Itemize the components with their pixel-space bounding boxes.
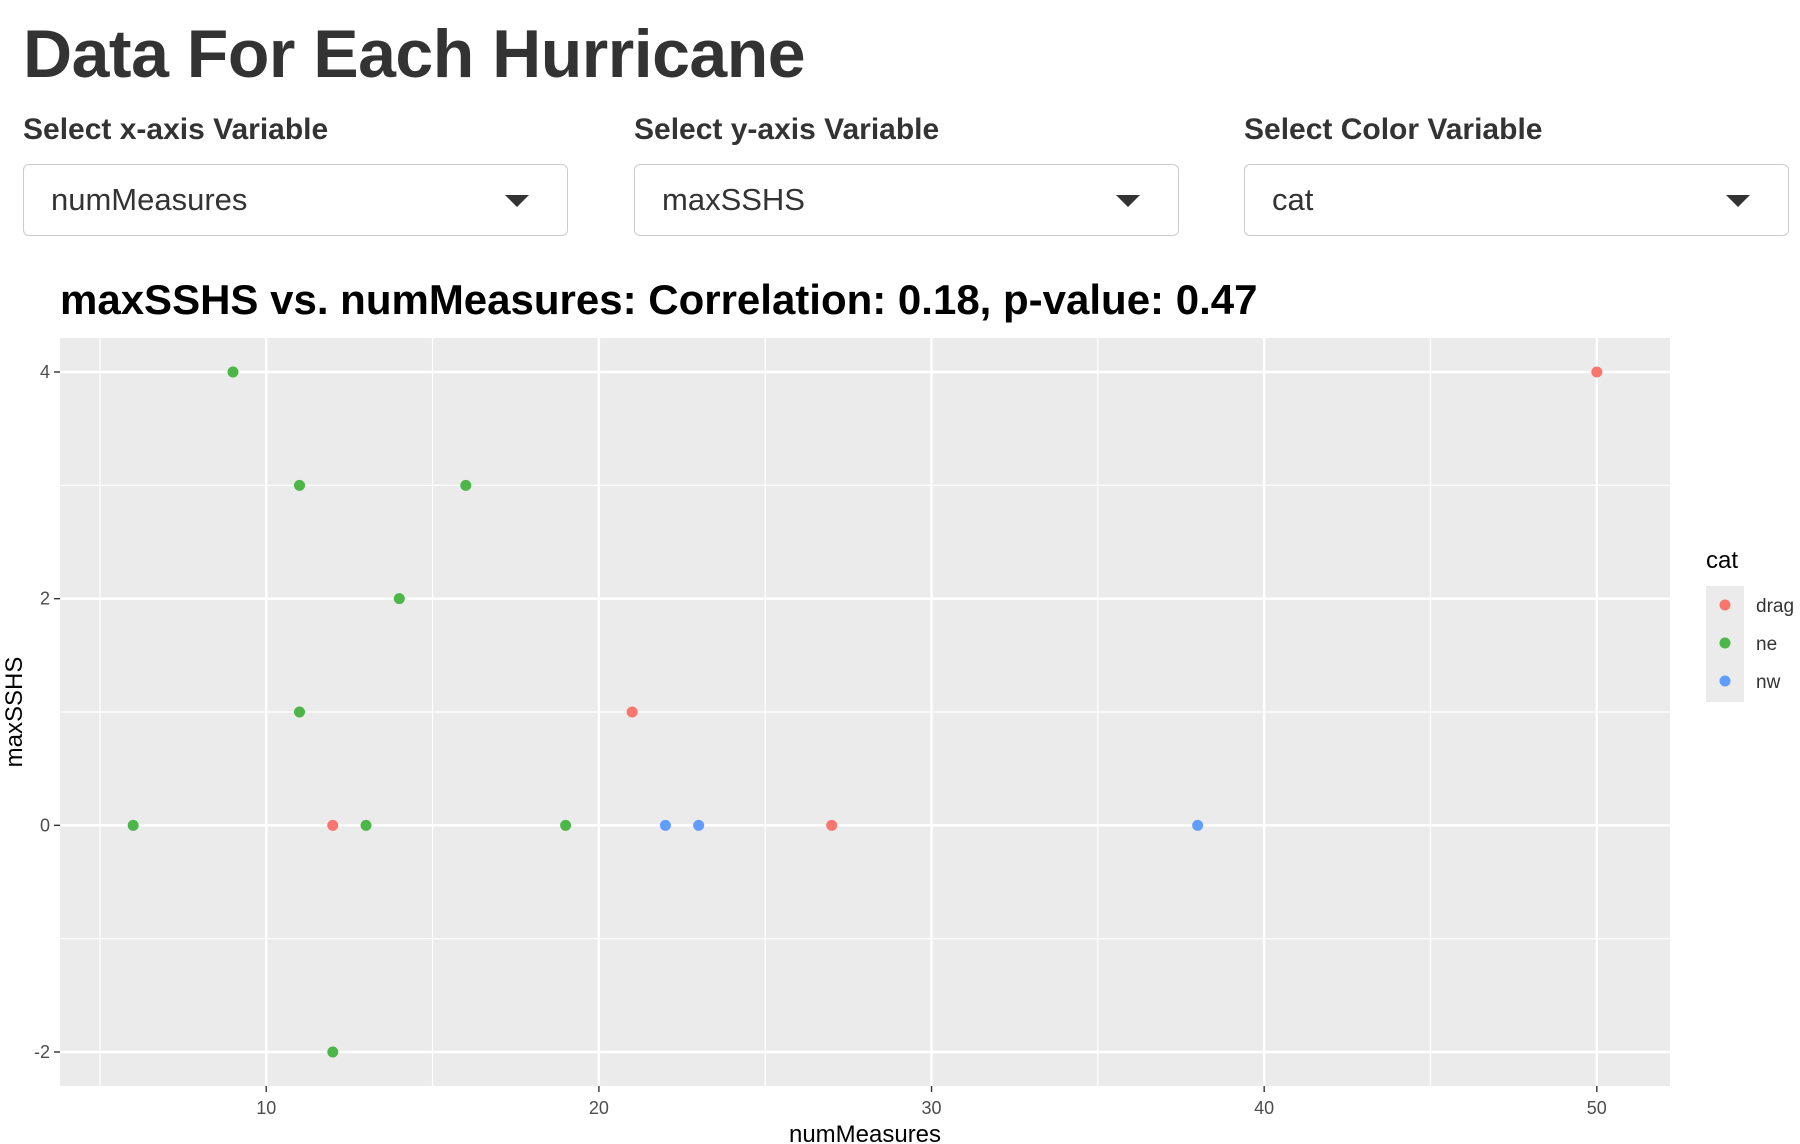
x-tick-label: 40: [1254, 1098, 1274, 1118]
legend-label-nw: nw: [1756, 672, 1781, 693]
x-tick-label: 50: [1587, 1098, 1607, 1118]
legend-label-drag: drag: [1756, 596, 1794, 617]
scatter-chart: 10 20 30 40 50 -2 0 2 4 numMeasures maxSSHS cat drag…: [1, 338, 1794, 1144]
x-axis-select[interactable]: numMeasures: [23, 164, 568, 236]
legend-label-ne: ne: [1756, 634, 1777, 655]
y-axis-label: Select y-axis Variable: [634, 113, 940, 146]
legend-title: cat: [1706, 547, 1738, 574]
caret-down-icon: [505, 195, 529, 207]
data-point-ne: [294, 479, 306, 491]
data-point-drag: [327, 819, 339, 831]
x-tick-label: 20: [589, 1098, 609, 1118]
y-axis-control: Select y-axis Variable maxSSHS: [634, 110, 1179, 236]
color-select[interactable]: cat: [1244, 164, 1789, 236]
data-point-ne: [327, 1046, 339, 1058]
data-point-nw: [659, 819, 671, 831]
caret-down-icon: [1116, 195, 1140, 207]
data-point-ne: [294, 706, 306, 718]
data-point-ne: [460, 479, 472, 491]
x-tick-label: 10: [256, 1098, 276, 1118]
data-point-nw: [1192, 819, 1204, 831]
color-selected-value: cat: [1272, 182, 1314, 217]
legend-key-ne: [1719, 637, 1731, 649]
caret-down-icon: [1726, 195, 1750, 207]
color-label: Select Color Variable: [1244, 113, 1543, 146]
y-tick-label: 0: [40, 815, 50, 835]
x-tick-label: 30: [922, 1098, 942, 1118]
y-axis-selected-value: maxSSHS: [662, 182, 805, 217]
data-point-ne: [127, 819, 139, 831]
y-tick-label: -2: [34, 1042, 50, 1062]
data-point-ne: [360, 819, 372, 831]
data-point-drag: [626, 706, 638, 718]
y-tick-label: 4: [40, 362, 50, 382]
data-point-ne: [560, 819, 572, 831]
data-point-drag: [826, 819, 838, 831]
data-point-ne: [393, 593, 405, 605]
data-point-drag: [1591, 366, 1603, 378]
y-axis-title: maxSSHS: [1, 657, 28, 768]
y-tick-label: 2: [40, 589, 50, 609]
x-axis-control: Select x-axis Variable numMeasures: [23, 110, 568, 236]
y-axis-select[interactable]: maxSSHS: [634, 164, 1179, 236]
x-axis-label: Select x-axis Variable: [23, 113, 329, 146]
data-point-ne: [227, 366, 239, 378]
legend-key-nw: [1719, 675, 1731, 687]
x-axis-selected-value: numMeasures: [51, 182, 248, 217]
data-point-nw: [693, 819, 705, 831]
page-title: Data For Each Hurricane: [23, 16, 806, 92]
legend-key-drag: [1719, 599, 1731, 611]
color-control: Select Color Variable cat: [1244, 110, 1789, 236]
chart-title: maxSSHS vs. numMeasures: Correlation: 0.…: [60, 276, 1258, 323]
x-axis-title: numMeasures: [789, 1121, 941, 1144]
